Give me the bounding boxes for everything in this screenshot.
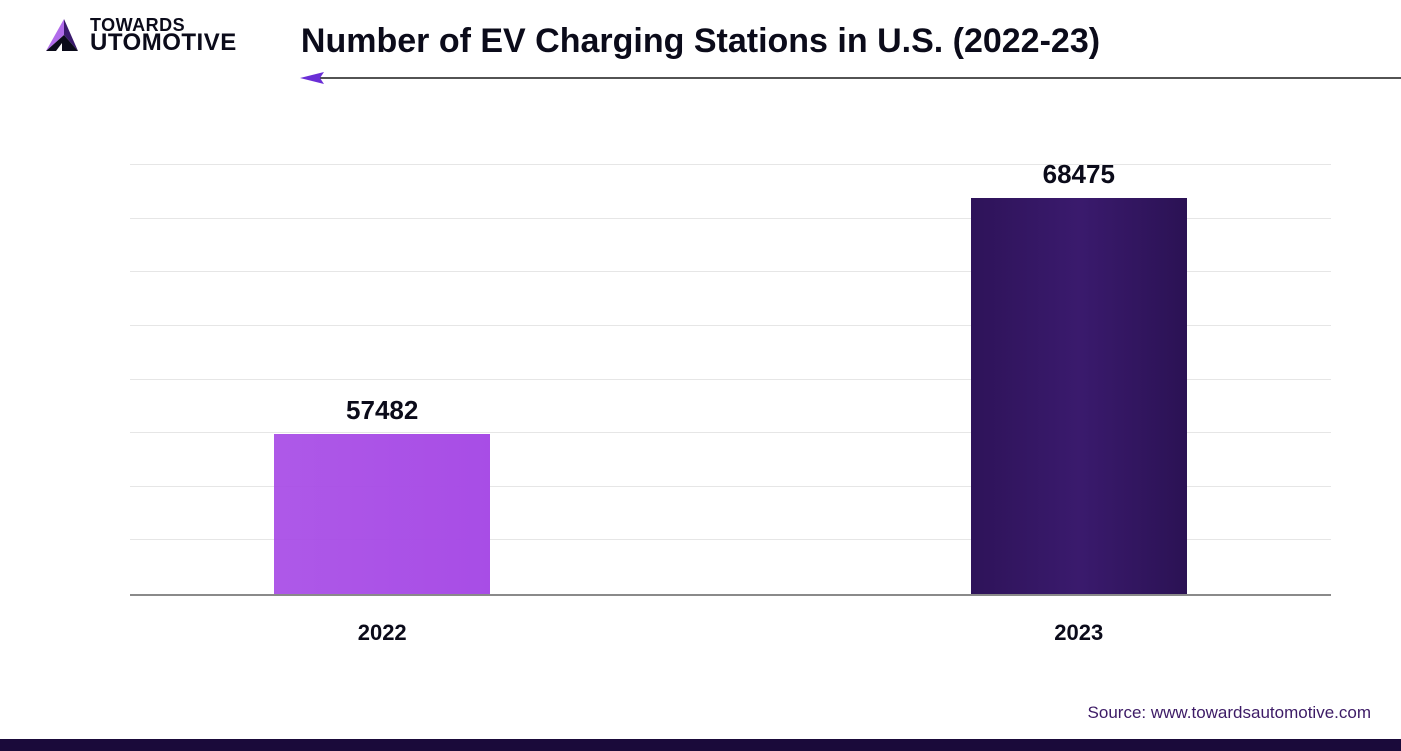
page: TOWARDS UTOMOTIVE Number of EV Charging … <box>0 0 1401 751</box>
bar-2022 <box>274 434 490 594</box>
bar-value-label: 68475 <box>971 159 1187 190</box>
bar-value-label: 57482 <box>274 395 490 426</box>
x-axis-label: 2022 <box>274 620 490 646</box>
chart-title: Number of EV Charging Stations in U.S. (… <box>0 22 1401 61</box>
footer-stripe <box>0 739 1401 751</box>
x-axis-label: 2023 <box>971 620 1187 646</box>
chart: 5748268475 20222023 <box>130 135 1331 646</box>
arrow-rule-icon <box>300 70 1401 86</box>
source-text: Source: www.towardsautomotive.com <box>1088 703 1371 723</box>
bar-2023 <box>971 198 1187 594</box>
plot-area: 5748268475 <box>130 165 1331 596</box>
